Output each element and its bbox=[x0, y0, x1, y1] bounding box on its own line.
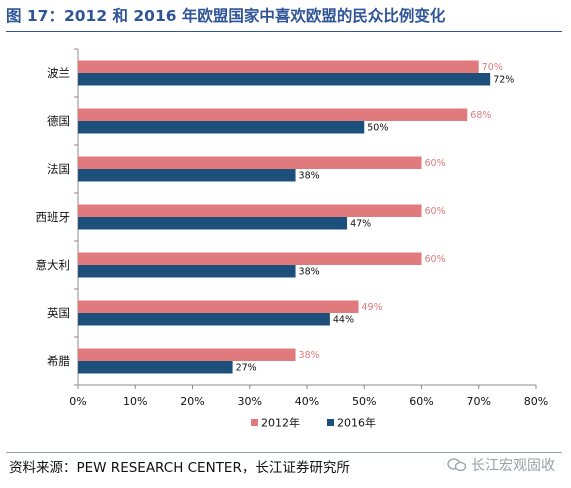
chart-title: 图 17：2012 和 2016 年欧盟国家中喜欢欧盟的民众比例变化 bbox=[6, 7, 446, 25]
data-label-2016: 38% bbox=[299, 171, 320, 182]
watermark: 长江宏观固收 bbox=[447, 453, 555, 479]
data-label-2016: 27% bbox=[236, 363, 257, 374]
bar-2016 bbox=[78, 169, 296, 182]
bar-2012 bbox=[78, 156, 422, 169]
bar-2012 bbox=[78, 60, 479, 73]
x-tick-label: 40% bbox=[295, 395, 319, 408]
category-label: 英国 bbox=[47, 306, 70, 320]
data-label-2012: 38% bbox=[299, 350, 320, 361]
bar-2012 bbox=[78, 348, 296, 361]
wechat-icon bbox=[447, 458, 467, 472]
data-label-2012: 49% bbox=[362, 302, 383, 313]
x-tick-label: 70% bbox=[467, 395, 491, 408]
legend-swatch-2016 bbox=[327, 419, 334, 426]
x-tick-label: 60% bbox=[409, 395, 433, 408]
category-label: 西班牙 bbox=[36, 210, 71, 224]
title-rule bbox=[6, 31, 562, 32]
x-tick-label: 20% bbox=[180, 395, 204, 408]
x-tick-label: 10% bbox=[123, 395, 147, 408]
legend-label-2016: 2016年 bbox=[337, 416, 376, 430]
bar-2016 bbox=[78, 313, 330, 326]
bar-2016 bbox=[78, 121, 365, 134]
bar-2012 bbox=[78, 108, 468, 121]
data-label-2016: 47% bbox=[350, 219, 371, 230]
watermark-text: 长江宏观固收 bbox=[471, 458, 555, 474]
x-tick-label: 80% bbox=[524, 395, 548, 408]
x-tick-label: 0% bbox=[69, 395, 86, 408]
data-label-2012: 60% bbox=[425, 254, 446, 265]
data-label-2016: 38% bbox=[299, 267, 320, 278]
legend-label-2012: 2012年 bbox=[261, 416, 300, 430]
data-label-2012: 60% bbox=[425, 206, 446, 217]
data-label-2016: 72% bbox=[493, 75, 514, 86]
bar-2016 bbox=[78, 265, 296, 278]
category-label: 波兰 bbox=[47, 66, 70, 80]
source-note: 资料来源：PEW RESEARCH CENTER，长江证券研究所 bbox=[9, 460, 350, 476]
x-tick-label: 30% bbox=[238, 395, 262, 408]
bar-2012 bbox=[78, 300, 359, 313]
data-label-2016: 44% bbox=[333, 315, 354, 326]
bar-chart: 0% 10% 20% 30% 40% 50% 60% 70% 80% 波兰 70% 72% 德国 68% 5… bbox=[36, 48, 548, 430]
data-label-2012: 68% bbox=[470, 110, 491, 121]
data-label-2012: 60% bbox=[425, 158, 446, 169]
data-label-2012: 70% bbox=[482, 62, 503, 73]
category-label: 德国 bbox=[47, 114, 70, 128]
bar-2016 bbox=[78, 73, 491, 86]
bar-2012 bbox=[78, 252, 422, 265]
bar-2016 bbox=[78, 217, 348, 230]
x-tick-label: 50% bbox=[352, 395, 376, 408]
category-label: 意大利 bbox=[36, 258, 71, 272]
footer-rule bbox=[6, 452, 562, 453]
legend-swatch-2012 bbox=[251, 419, 258, 426]
data-label-2016: 50% bbox=[367, 123, 388, 134]
category-label: 法国 bbox=[47, 162, 70, 176]
category-label: 希腊 bbox=[47, 354, 70, 368]
bar-2012 bbox=[78, 204, 422, 217]
bar-2016 bbox=[78, 361, 233, 374]
